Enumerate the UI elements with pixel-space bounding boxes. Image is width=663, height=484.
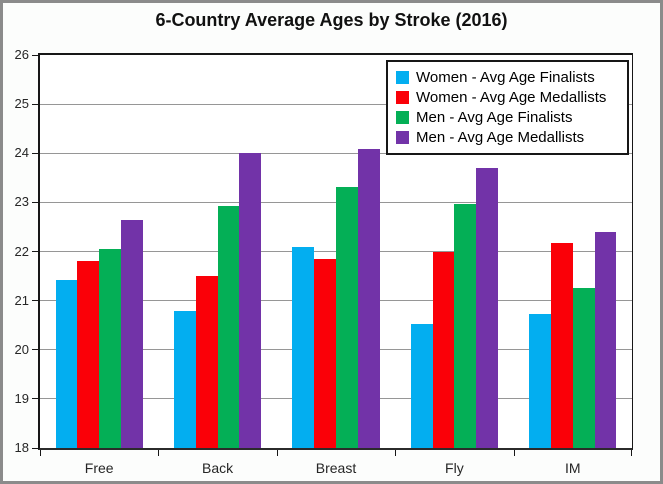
legend-swatch-icon bbox=[396, 131, 409, 145]
bar-fly-series2 bbox=[454, 203, 477, 448]
legend-item: Women - Avg Age Medallists bbox=[396, 89, 619, 106]
legend-label: Women - Avg Age Finalists bbox=[416, 68, 595, 86]
bar-back-series0 bbox=[174, 311, 196, 448]
y-axis-tick bbox=[32, 103, 39, 105]
x-axis-label: Fly bbox=[445, 460, 464, 476]
x-axis-label: Back bbox=[202, 460, 234, 476]
legend: Women - Avg Age Finalists Women - Avg Age… bbox=[386, 60, 629, 155]
y-tick-label: 25 bbox=[14, 96, 29, 112]
legend-item: Men - Avg Age Finalists bbox=[396, 109, 619, 126]
bar-im-series1 bbox=[551, 243, 573, 448]
y-axis-tick bbox=[32, 54, 39, 56]
legend-label: Men - Avg Age Medallists bbox=[416, 129, 585, 147]
y-tick-label: 24 bbox=[14, 145, 29, 161]
y-tick-label: 21 bbox=[14, 292, 29, 308]
bar-breast-series1 bbox=[314, 258, 336, 448]
y-tick-label: 18 bbox=[14, 440, 29, 455]
bar-fly-series1 bbox=[432, 251, 455, 448]
x-axis-tick bbox=[395, 450, 397, 456]
legend-swatch-icon bbox=[396, 90, 409, 104]
bar-free-series3 bbox=[121, 219, 143, 448]
bar-back-series2 bbox=[217, 205, 240, 448]
gridline bbox=[40, 103, 632, 105]
legend-label: Men - Avg Age Finalists bbox=[416, 109, 573, 127]
bar-im-series3 bbox=[594, 231, 617, 448]
x-axis-tick bbox=[158, 450, 160, 456]
y-tick-label: 23 bbox=[14, 194, 29, 210]
bar-back-series3 bbox=[239, 153, 262, 448]
y-tick-label: 20 bbox=[14, 341, 29, 357]
x-axis-label: Free bbox=[84, 460, 114, 476]
y-axis-tick bbox=[32, 251, 39, 252]
legend-swatch-icon bbox=[396, 70, 409, 84]
legend-item: Women - Avg Age Finalists bbox=[396, 69, 619, 86]
y-axis-tick bbox=[32, 398, 39, 400]
y-axis-tick bbox=[32, 349, 39, 351]
bar-im-series2 bbox=[572, 288, 595, 448]
y-axis-tick bbox=[32, 447, 39, 449]
x-axis-tick bbox=[40, 450, 41, 456]
y-tick-label: 22 bbox=[14, 243, 29, 259]
gridline bbox=[40, 152, 632, 154]
bar-free-series0 bbox=[55, 280, 78, 448]
bar-free-series1 bbox=[77, 261, 100, 448]
y-axis-tick bbox=[32, 201, 39, 203]
x-axis-label: IM bbox=[565, 460, 581, 476]
x-axis-tick bbox=[513, 450, 515, 456]
x-axis-label: Breast bbox=[315, 460, 357, 476]
legend-item: Men - Avg Age Medallists bbox=[396, 129, 619, 146]
y-axis-tick bbox=[32, 300, 39, 302]
bar-breast-series2 bbox=[336, 186, 358, 448]
bar-back-series1 bbox=[195, 276, 218, 448]
bar-breast-series0 bbox=[292, 246, 315, 448]
legend-swatch-icon bbox=[396, 111, 409, 125]
bar-fly-series0 bbox=[410, 324, 433, 448]
y-tick-label: 19 bbox=[14, 390, 29, 406]
bar-im-series0 bbox=[529, 314, 551, 448]
x-axis-tick bbox=[276, 450, 278, 456]
bar-free-series2 bbox=[99, 249, 121, 448]
chart-title: 6-Country Average Ages by Stroke (2016) bbox=[155, 10, 508, 30]
bar-fly-series3 bbox=[476, 168, 498, 448]
y-tick-label: 26 bbox=[14, 47, 29, 62]
x-axis-tick bbox=[631, 450, 632, 456]
legend-label: Women - Avg Age Medallists bbox=[416, 88, 607, 106]
bar-breast-series3 bbox=[357, 149, 380, 448]
y-axis-tick bbox=[32, 152, 39, 154]
